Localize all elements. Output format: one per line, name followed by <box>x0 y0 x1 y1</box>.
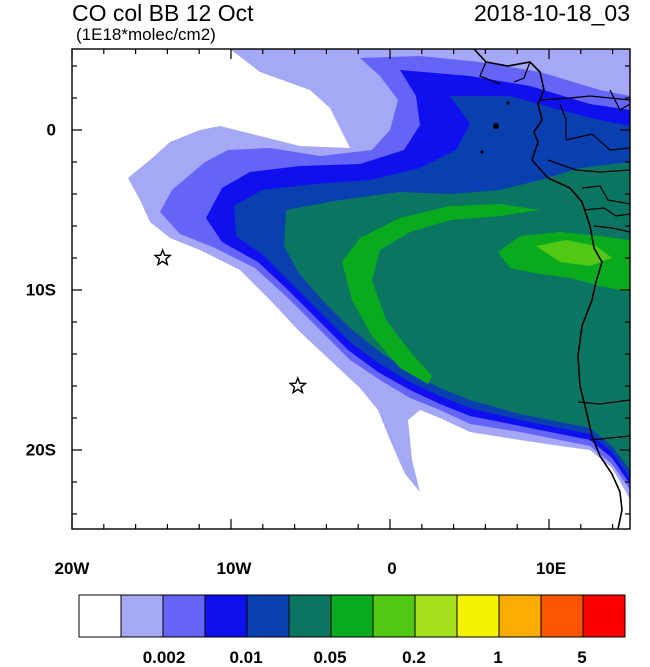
colorbar <box>78 594 626 638</box>
star-marker-2 <box>288 376 308 395</box>
colorbar-swatch <box>372 594 416 638</box>
datetime-label: 2018-10-18_03 <box>473 0 630 26</box>
star-marker-1 <box>153 248 173 267</box>
lon-label-10e: 10E <box>535 559 567 578</box>
concentration-field <box>72 49 630 529</box>
colorbar-swatch <box>414 594 458 638</box>
colorbar-swatch <box>456 594 500 638</box>
plume-level-6 <box>342 204 540 384</box>
colorbar-swatch <box>78 594 122 638</box>
colorbar-swatch <box>162 594 206 638</box>
island-small <box>506 101 510 105</box>
plot-frame <box>71 48 631 530</box>
colorbar-label-2: 0.01 <box>229 648 263 667</box>
colorbar-label-3: 0.05 <box>313 648 347 667</box>
colorbar-swatch <box>204 594 248 638</box>
colorbar-label-4: 0.2 <box>402 648 426 667</box>
lat-label-0: 0 <box>46 120 56 140</box>
island-bioko <box>493 123 499 129</box>
axis-ticks <box>71 49 630 529</box>
colorbar-label-6: 5 <box>577 648 587 667</box>
lat-label-20s: 20S <box>25 440 56 460</box>
lon-label-10w: 10W <box>216 559 252 578</box>
map-title: CO col BB 12 Oct <box>72 0 254 26</box>
colorbar-swatch <box>120 594 164 638</box>
colorbar-swatch <box>246 594 290 638</box>
colorbar-swatch <box>582 594 626 638</box>
star-markers <box>153 248 308 395</box>
colorbar-swatch <box>540 594 584 638</box>
colorbar-swatch <box>288 594 332 638</box>
country-borders <box>479 61 630 441</box>
colorbar-swatch <box>498 594 542 638</box>
coastline <box>473 49 623 529</box>
island-sao-tome <box>480 150 484 154</box>
colorbar-label-5: 1 <box>493 648 503 667</box>
units-label: (1E18*molec/cm2) <box>76 25 216 44</box>
lon-label-0: 0 <box>387 559 397 578</box>
lon-label-20w: 20W <box>54 559 90 578</box>
colorbar-label-1: 0.002 <box>142 648 186 667</box>
lat-label-10s: 10S <box>25 280 56 300</box>
colorbar-swatch <box>330 594 374 638</box>
